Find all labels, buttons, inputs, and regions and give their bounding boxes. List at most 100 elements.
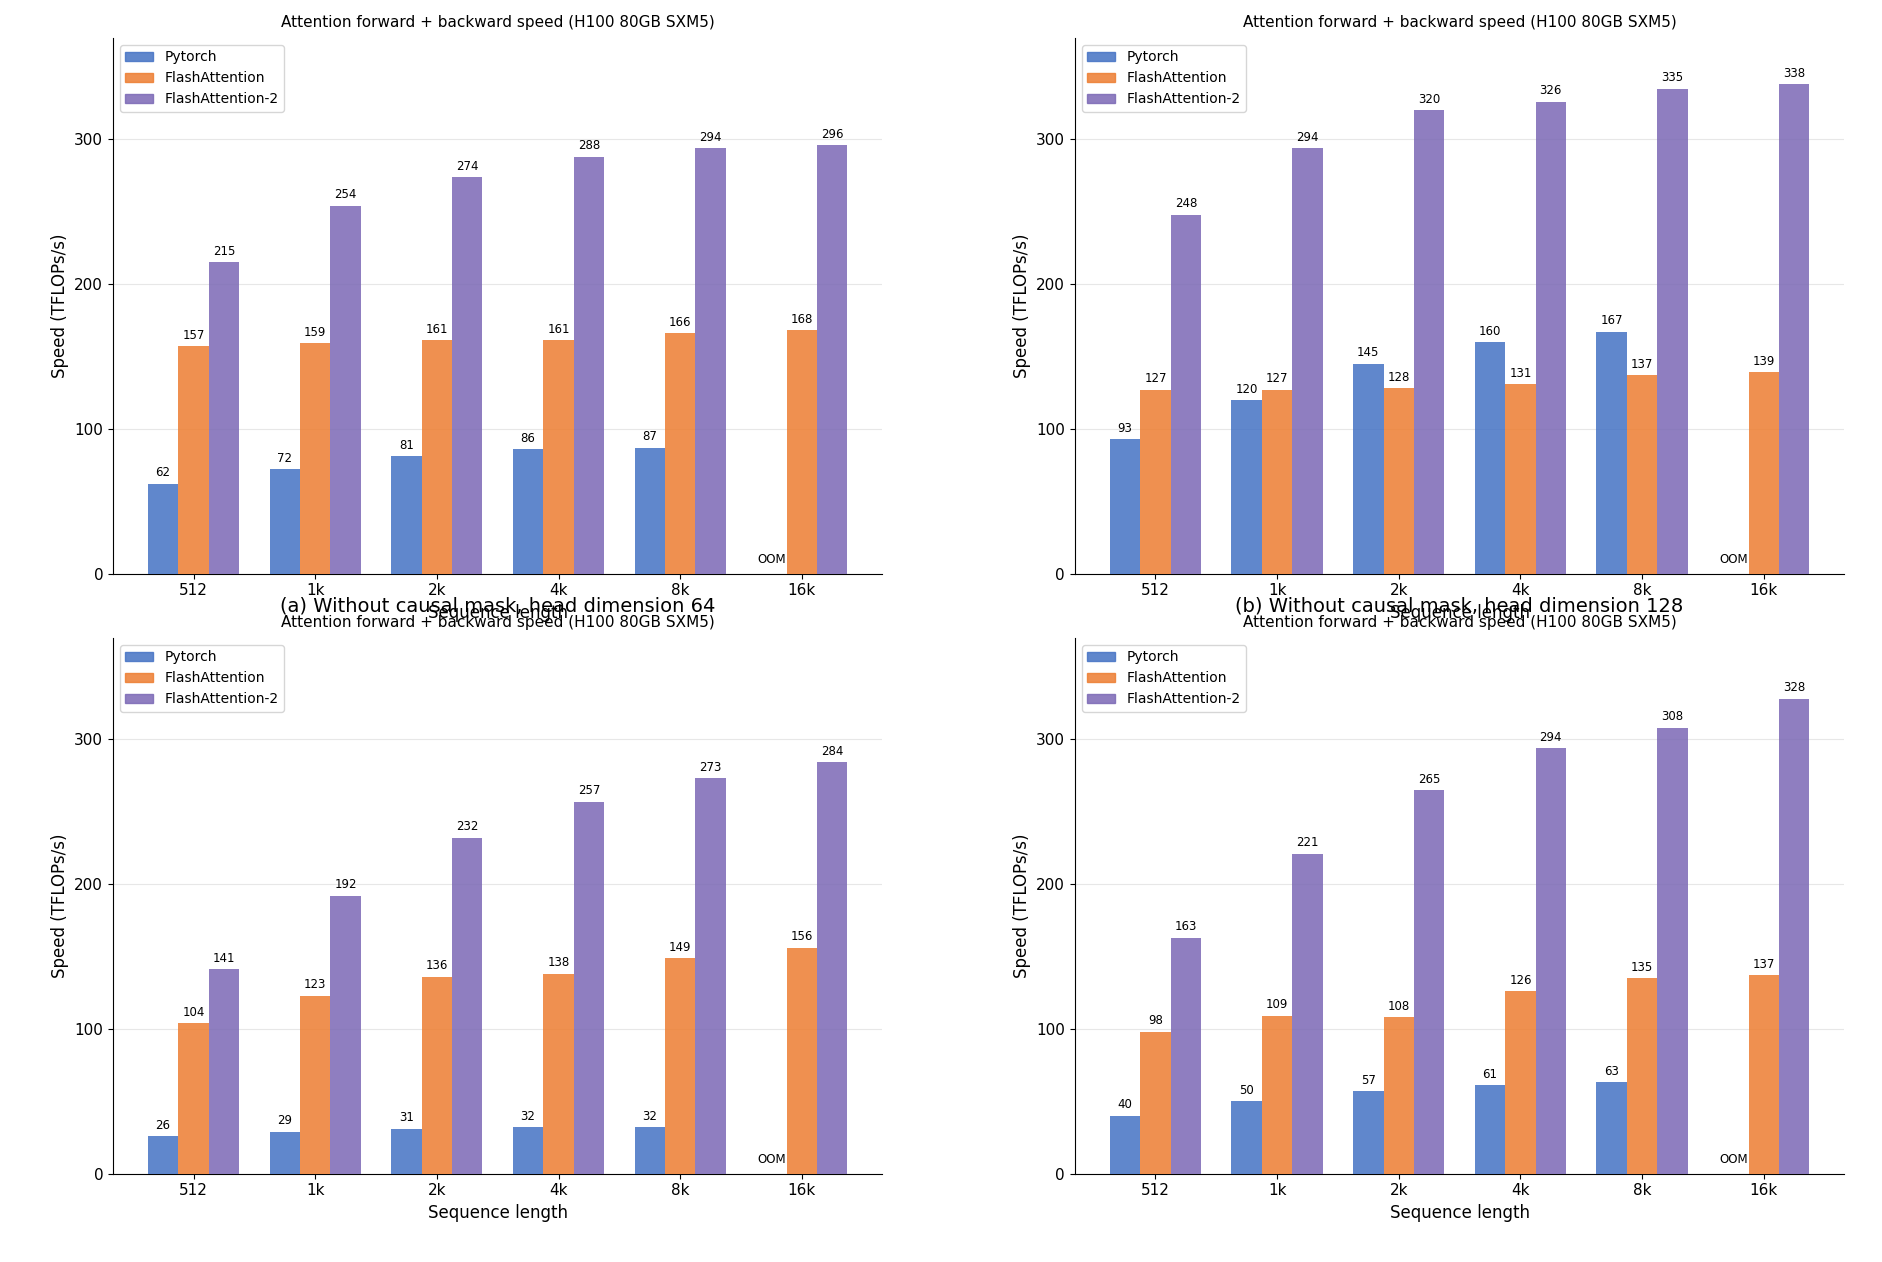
Text: 296: 296	[821, 127, 843, 140]
Bar	[149, 1136, 179, 1174]
Bar	[331, 206, 361, 574]
Bar	[1413, 110, 1443, 574]
Text: OOM: OOM	[757, 553, 787, 567]
Bar	[179, 1023, 209, 1174]
Bar	[209, 262, 239, 574]
Bar	[574, 156, 604, 574]
Bar	[694, 779, 726, 1174]
Text: 308: 308	[1662, 711, 1684, 723]
Text: 108: 108	[1387, 1000, 1410, 1013]
Text: OOM: OOM	[1718, 1153, 1748, 1166]
Bar	[1171, 215, 1201, 574]
Text: 335: 335	[1662, 71, 1684, 85]
Text: 274: 274	[455, 159, 478, 173]
Text: 284: 284	[821, 745, 843, 758]
Bar	[269, 469, 299, 574]
Text: 62: 62	[156, 467, 171, 480]
Text: 32: 32	[521, 1111, 536, 1123]
Text: 159: 159	[305, 326, 326, 339]
Text: 86: 86	[521, 432, 536, 444]
Text: 156: 156	[790, 930, 813, 944]
Y-axis label: Speed (TFLOPs/s): Speed (TFLOPs/s)	[51, 233, 68, 379]
Text: 127: 127	[1267, 372, 1289, 385]
Bar	[694, 148, 726, 574]
Bar	[1413, 790, 1443, 1174]
Text: 320: 320	[1417, 93, 1440, 106]
Bar	[1263, 1016, 1293, 1174]
Bar	[391, 1128, 422, 1174]
Text: 257: 257	[578, 784, 600, 798]
Bar	[149, 483, 179, 574]
Bar	[664, 333, 694, 574]
Bar	[179, 346, 209, 574]
Text: 98: 98	[1148, 1015, 1163, 1027]
Text: 160: 160	[1479, 324, 1502, 338]
Legend: Pytorch, FlashAttention, FlashAttention-2: Pytorch, FlashAttention, FlashAttention-…	[1082, 645, 1246, 712]
Bar	[1506, 991, 1536, 1174]
Text: 166: 166	[668, 316, 691, 329]
Text: 161: 161	[425, 323, 448, 336]
Text: 254: 254	[335, 188, 358, 202]
Bar	[1536, 101, 1566, 574]
Bar	[1110, 1116, 1140, 1174]
Text: 294: 294	[1539, 731, 1562, 743]
X-axis label: Sequence length: Sequence length	[427, 604, 568, 622]
Bar	[1778, 699, 1809, 1174]
Bar	[1140, 390, 1171, 574]
Bar	[452, 177, 482, 574]
Text: 326: 326	[1539, 85, 1562, 97]
Text: 157: 157	[183, 329, 205, 342]
Text: 294: 294	[1297, 130, 1319, 144]
Text: 149: 149	[668, 940, 691, 954]
Bar	[1658, 88, 1688, 574]
Text: 31: 31	[399, 1112, 414, 1124]
Text: 168: 168	[790, 313, 813, 326]
Text: 167: 167	[1600, 314, 1622, 327]
Legend: Pytorch, FlashAttention, FlashAttention-2: Pytorch, FlashAttention, FlashAttention-…	[1082, 45, 1246, 112]
Bar	[1596, 332, 1626, 574]
Bar	[1293, 853, 1323, 1174]
Text: 29: 29	[277, 1114, 292, 1127]
Text: 128: 128	[1387, 371, 1410, 384]
Text: 81: 81	[399, 439, 414, 452]
Bar	[452, 838, 482, 1174]
Bar	[634, 1127, 664, 1174]
Text: 294: 294	[700, 130, 723, 144]
Text: 232: 232	[455, 820, 478, 833]
Bar	[422, 341, 452, 574]
Title: Attention forward + backward speed (H100 80GB SXM5): Attention forward + backward speed (H100…	[280, 15, 715, 30]
Text: 215: 215	[213, 245, 235, 257]
Bar	[209, 969, 239, 1174]
Bar	[1110, 439, 1140, 574]
X-axis label: Sequence length: Sequence length	[1389, 1204, 1530, 1222]
Text: 273: 273	[700, 761, 723, 774]
Legend: Pytorch, FlashAttention, FlashAttention-2: Pytorch, FlashAttention, FlashAttention-…	[120, 45, 284, 112]
Bar	[1596, 1083, 1626, 1174]
Y-axis label: Speed (TFLOPs/s): Speed (TFLOPs/s)	[51, 833, 68, 978]
Y-axis label: Speed (TFLOPs/s): Speed (TFLOPs/s)	[1013, 833, 1031, 978]
Text: 126: 126	[1509, 974, 1532, 987]
Text: 136: 136	[425, 959, 448, 973]
Bar	[299, 343, 331, 574]
Bar	[817, 762, 847, 1174]
Bar	[1778, 85, 1809, 574]
Text: 57: 57	[1361, 1074, 1376, 1087]
Text: 288: 288	[578, 139, 600, 153]
Text: 61: 61	[1483, 1068, 1498, 1082]
Text: 131: 131	[1509, 366, 1532, 380]
Text: 161: 161	[548, 323, 570, 336]
Bar	[1231, 400, 1263, 574]
Text: 87: 87	[642, 430, 657, 443]
X-axis label: Sequence length: Sequence length	[1389, 604, 1530, 622]
X-axis label: Sequence length: Sequence length	[427, 1204, 568, 1222]
Text: 50: 50	[1240, 1084, 1253, 1097]
Bar	[787, 948, 817, 1174]
Bar	[1475, 342, 1506, 574]
Text: 141: 141	[213, 952, 235, 965]
Bar	[787, 331, 817, 574]
Text: 328: 328	[1782, 681, 1805, 694]
Bar	[514, 449, 544, 574]
Bar	[1626, 978, 1658, 1174]
Text: 123: 123	[305, 978, 326, 991]
Legend: Pytorch, FlashAttention, FlashAttention-2: Pytorch, FlashAttention, FlashAttention-…	[120, 645, 284, 712]
